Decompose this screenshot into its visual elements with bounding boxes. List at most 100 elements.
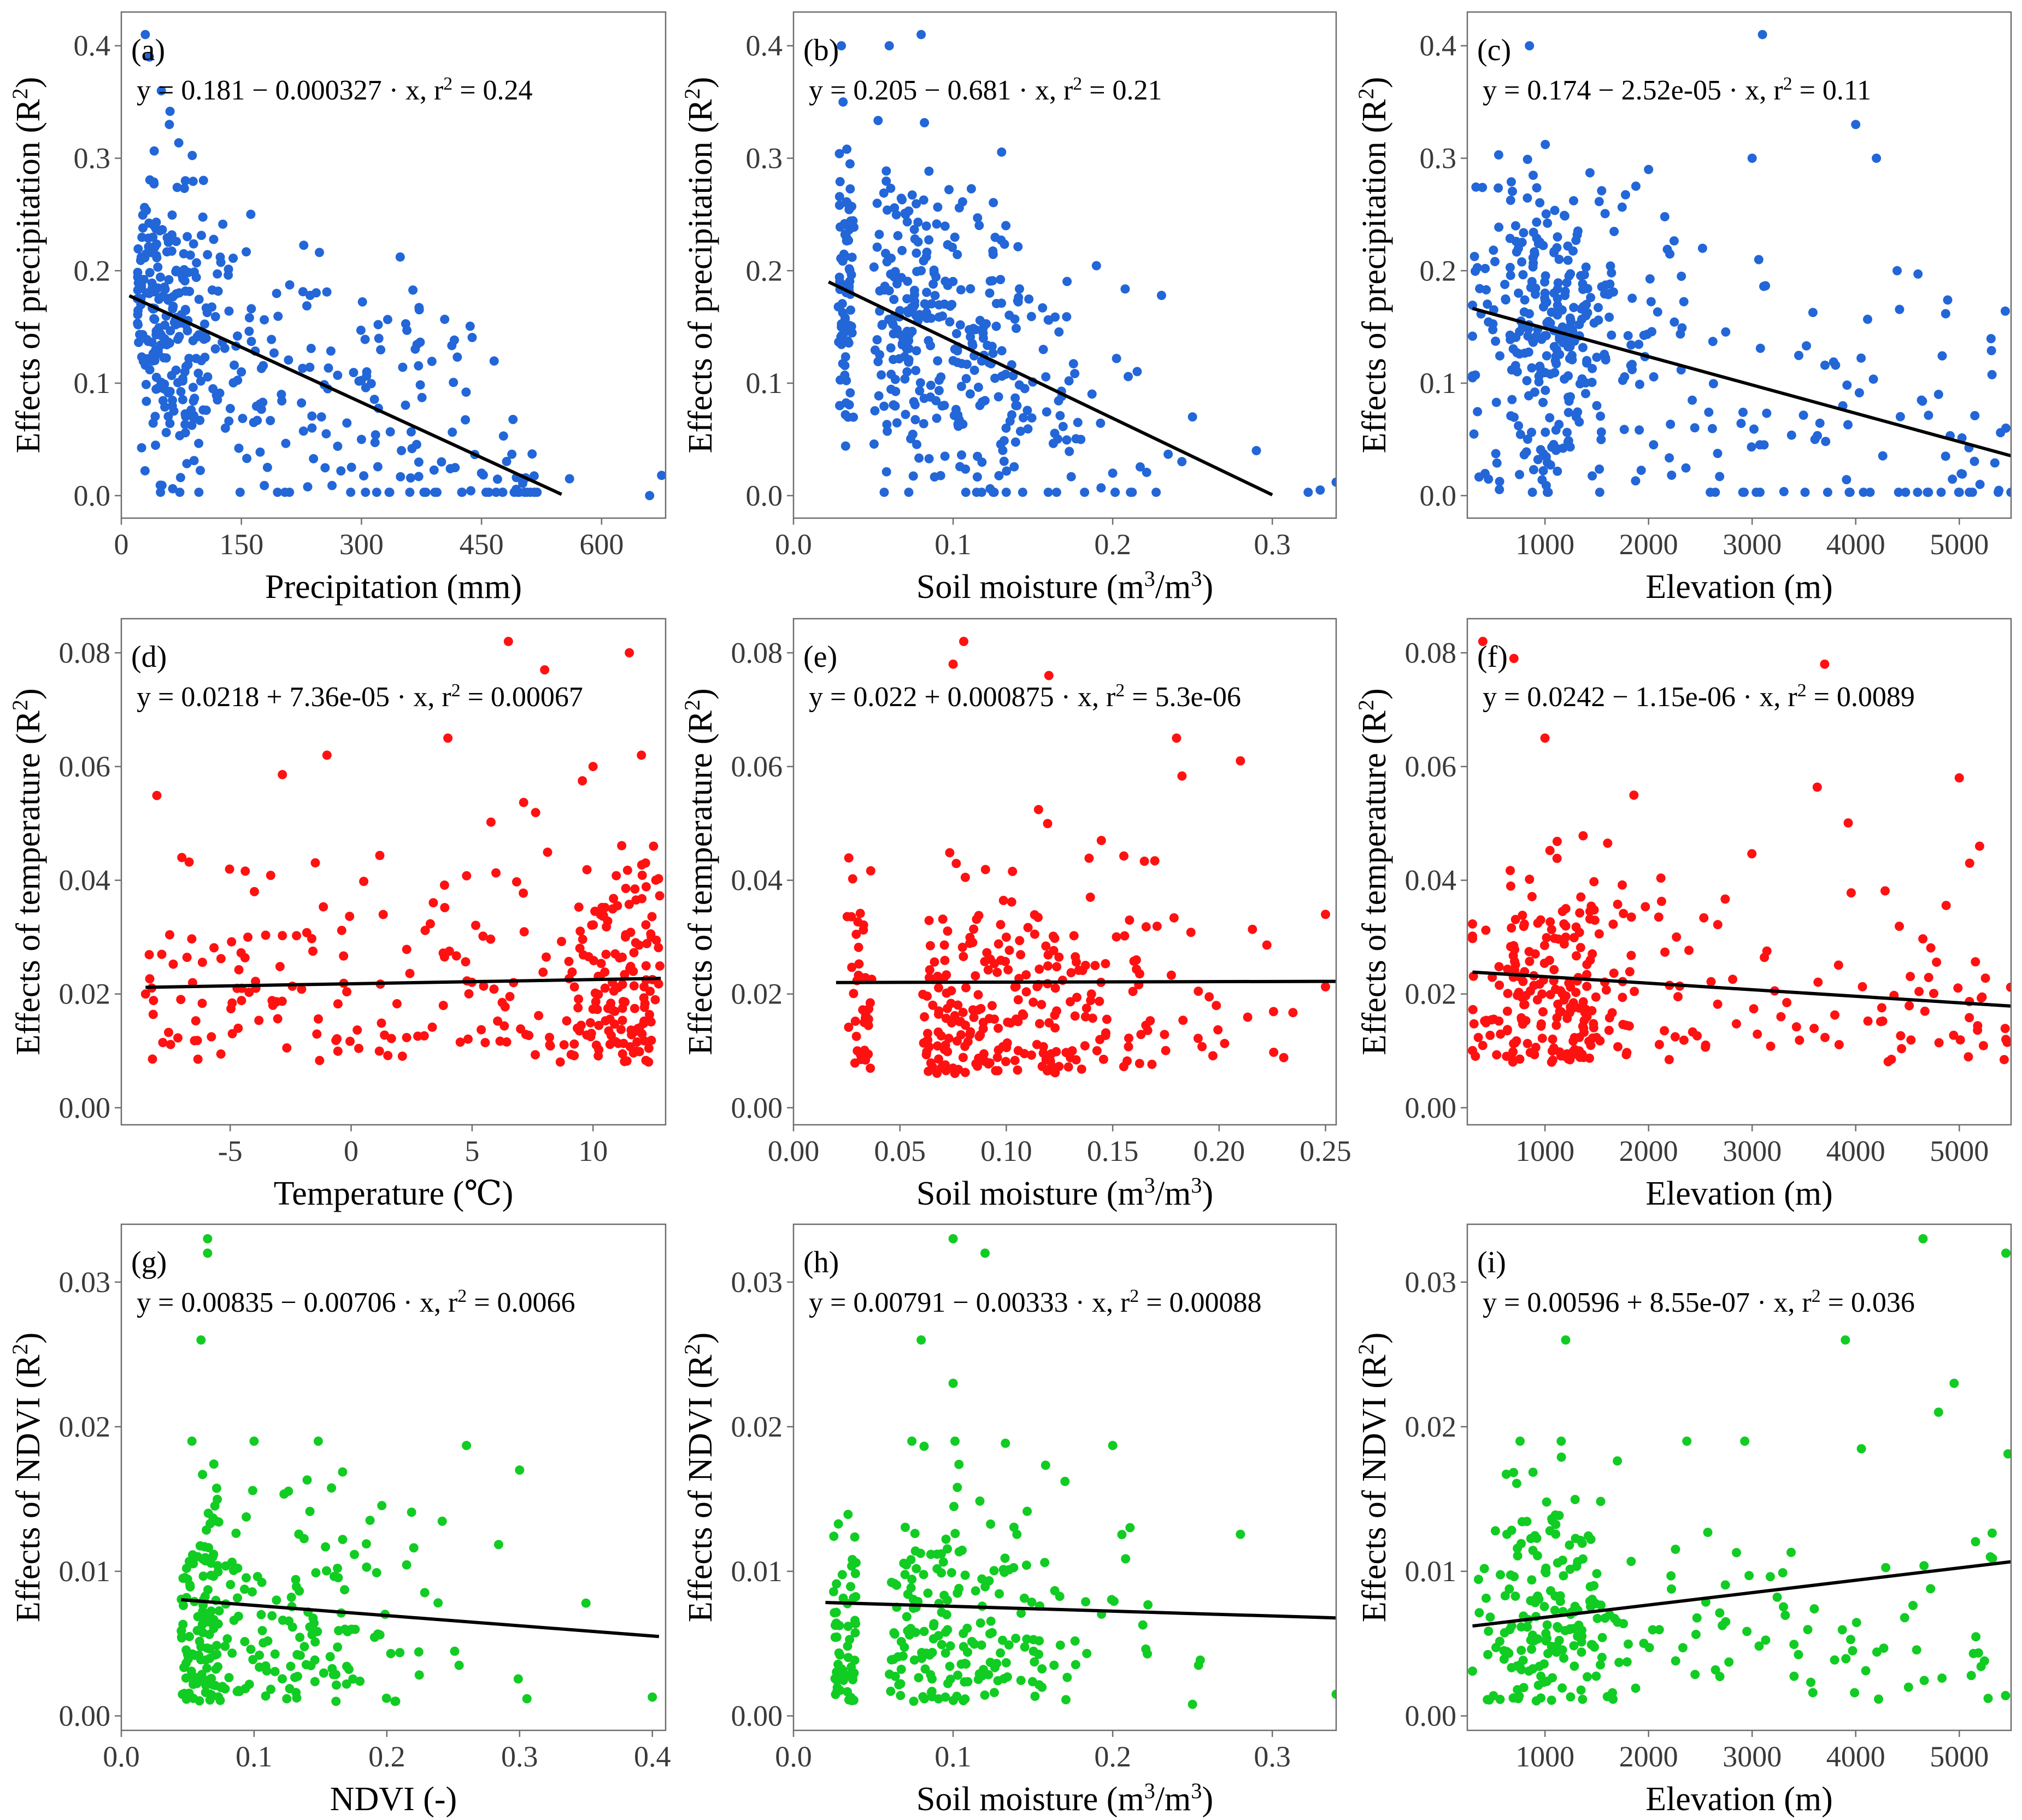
data-point xyxy=(1669,236,1679,246)
data-point xyxy=(192,258,202,268)
data-point xyxy=(1901,488,1911,497)
data-point xyxy=(377,1501,387,1511)
data-point xyxy=(908,471,918,481)
data-point xyxy=(569,982,579,992)
data-point xyxy=(1082,1648,1092,1658)
data-point xyxy=(981,319,991,328)
data-point xyxy=(912,439,921,449)
data-point xyxy=(845,1670,854,1680)
data-point xyxy=(913,218,923,227)
data-point xyxy=(928,279,938,289)
data-point xyxy=(892,1580,902,1590)
x-tick-label: 0.0 xyxy=(775,528,812,561)
data-point xyxy=(999,456,1009,466)
data-point xyxy=(645,1009,654,1019)
data-point xyxy=(1621,190,1630,199)
data-point xyxy=(1331,477,1336,487)
data-point xyxy=(843,1641,853,1651)
data-point xyxy=(1572,951,1581,961)
data-point xyxy=(1016,1676,1026,1686)
plot-frame xyxy=(1466,1223,2012,1731)
regression-equation: y = 0.174 − 2.52e-05 · x, r2 = 0.11 xyxy=(1483,74,1871,107)
data-point xyxy=(919,419,928,428)
data-point xyxy=(846,1582,855,1592)
data-point xyxy=(1720,1580,1730,1590)
data-point xyxy=(912,199,921,209)
data-point xyxy=(1569,303,1579,313)
data-point xyxy=(1523,155,1532,165)
data-point xyxy=(1721,327,1731,337)
panel-label: (h) xyxy=(803,1246,839,1279)
data-point xyxy=(1666,419,1676,429)
data-point xyxy=(1974,841,1984,851)
data-point xyxy=(325,1652,335,1662)
data-point xyxy=(1101,959,1110,968)
y-tick-label: 0.03 xyxy=(731,1266,783,1299)
data-point xyxy=(944,185,954,195)
data-point xyxy=(851,1031,861,1041)
data-point xyxy=(1062,1672,1072,1682)
data-point xyxy=(414,1647,424,1657)
x-tick-label: 0.1 xyxy=(934,528,972,561)
data-point xyxy=(1617,202,1627,212)
x-tick-label: 1000 xyxy=(1515,1135,1574,1167)
data-point xyxy=(244,313,254,322)
data-point xyxy=(1537,1034,1547,1043)
data-point xyxy=(883,205,892,215)
data-point xyxy=(197,958,207,967)
data-point xyxy=(1630,987,1639,996)
data-point xyxy=(990,959,999,968)
data-point xyxy=(1524,324,1533,334)
data-point xyxy=(1479,1564,1489,1574)
data-point xyxy=(1626,912,1636,922)
data-point xyxy=(1527,363,1537,373)
data-point xyxy=(1554,1636,1564,1645)
data-point xyxy=(1086,989,1096,999)
data-point xyxy=(222,1634,232,1643)
data-point xyxy=(1042,407,1051,417)
data-point xyxy=(1124,1042,1133,1052)
data-point xyxy=(1510,1038,1520,1048)
data-point xyxy=(190,267,199,277)
data-point xyxy=(1929,989,1938,999)
x-tick-label: 0.1 xyxy=(236,1740,273,1773)
data-point xyxy=(1754,255,1764,265)
data-point xyxy=(227,937,237,947)
data-point xyxy=(1868,374,1878,384)
data-point xyxy=(1468,931,1477,941)
data-point xyxy=(1519,450,1529,460)
data-point xyxy=(1537,475,1547,485)
data-point xyxy=(1851,1618,1861,1628)
data-point xyxy=(199,1542,209,1552)
data-point xyxy=(1073,418,1083,427)
data-point xyxy=(1986,346,1996,355)
data-point xyxy=(224,306,234,316)
data-point xyxy=(414,1670,424,1680)
data-point xyxy=(1582,982,1592,991)
data-point xyxy=(1527,488,1537,497)
data-point xyxy=(1608,919,1618,929)
data-point xyxy=(902,344,912,354)
data-point xyxy=(187,1436,197,1446)
data-point xyxy=(847,253,857,262)
data-point xyxy=(1004,1640,1014,1650)
data-point xyxy=(1491,336,1501,346)
data-point xyxy=(1570,1495,1580,1505)
data-point xyxy=(1499,1654,1509,1664)
data-point xyxy=(240,866,250,876)
data-point xyxy=(462,871,472,880)
data-point xyxy=(915,378,925,388)
data-point xyxy=(900,1570,910,1580)
data-point xyxy=(230,360,239,370)
data-point xyxy=(630,884,640,894)
data-point xyxy=(1779,487,1789,496)
data-point xyxy=(256,363,266,373)
data-point xyxy=(645,491,655,501)
data-point xyxy=(834,201,844,210)
data-point xyxy=(498,488,507,497)
data-point xyxy=(1761,281,1771,291)
data-point xyxy=(838,97,848,107)
data-point xyxy=(1492,458,1502,468)
data-point xyxy=(1578,1554,1588,1564)
